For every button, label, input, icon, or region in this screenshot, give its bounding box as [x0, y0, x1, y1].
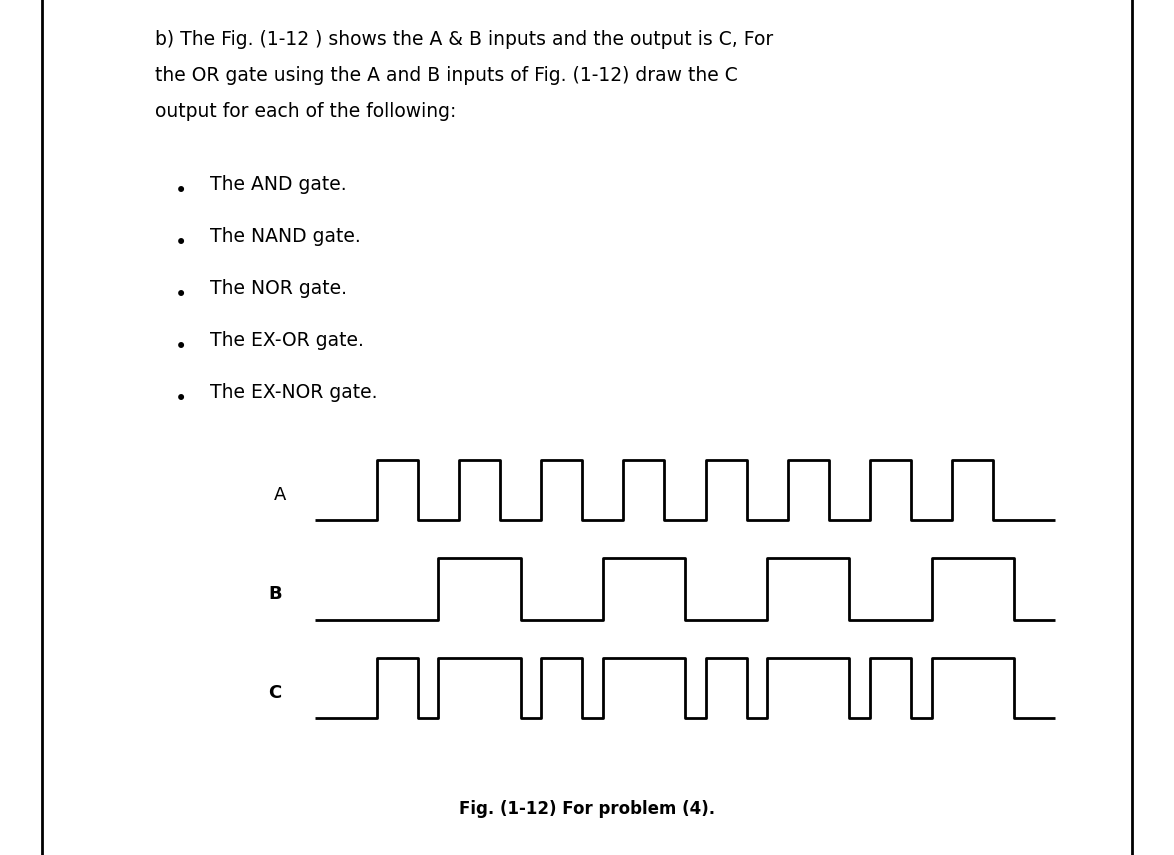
Text: the OR gate using the A and B inputs of Fig. (1-12) draw the C: the OR gate using the A and B inputs of …	[155, 66, 737, 85]
Text: b) The Fig. (1-12 ) shows the A & B inputs and the output is C, For: b) The Fig. (1-12 ) shows the A & B inpu…	[155, 30, 774, 49]
Text: The NAND gate.: The NAND gate.	[210, 227, 360, 246]
Text: C: C	[269, 684, 282, 702]
Text: Fig. (1-12) For problem (4).: Fig. (1-12) For problem (4).	[459, 800, 715, 818]
Text: The EX-NOR gate.: The EX-NOR gate.	[210, 383, 378, 402]
Text: The EX-OR gate.: The EX-OR gate.	[210, 331, 364, 350]
Text: •: •	[175, 337, 187, 357]
Text: •: •	[175, 285, 187, 305]
Text: •: •	[175, 181, 187, 201]
Text: •: •	[175, 389, 187, 409]
Text: B: B	[268, 585, 282, 603]
Text: The NOR gate.: The NOR gate.	[210, 279, 348, 298]
Text: The AND gate.: The AND gate.	[210, 175, 346, 194]
Text: •: •	[175, 233, 187, 253]
Text: output for each of the following:: output for each of the following:	[155, 102, 457, 121]
Text: A: A	[274, 486, 286, 504]
